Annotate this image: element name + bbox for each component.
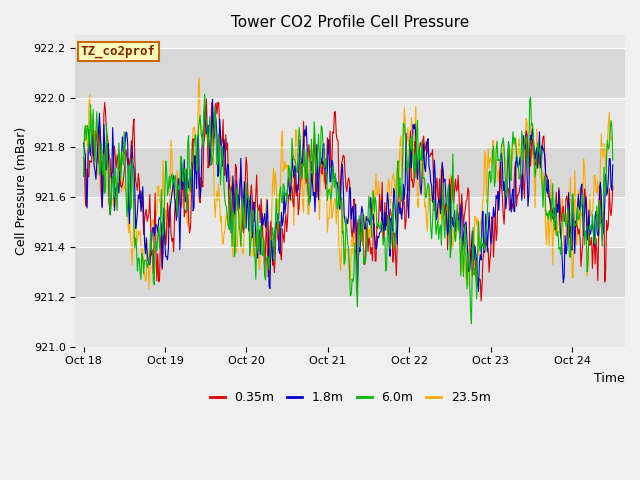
- Y-axis label: Cell Pressure (mBar): Cell Pressure (mBar): [15, 127, 28, 255]
- Bar: [76, 147, 625, 197]
- Bar: [76, 197, 625, 247]
- Title: Tower CO2 Profile Cell Pressure: Tower CO2 Profile Cell Pressure: [231, 15, 469, 30]
- Bar: [76, 97, 625, 147]
- Text: TZ_co2prof: TZ_co2prof: [81, 45, 156, 58]
- Legend: 0.35m, 1.8m, 6.0m, 23.5m: 0.35m, 1.8m, 6.0m, 23.5m: [205, 386, 496, 409]
- X-axis label: Time: Time: [595, 372, 625, 385]
- Bar: [76, 48, 625, 97]
- Bar: [76, 247, 625, 297]
- Bar: [76, 297, 625, 347]
